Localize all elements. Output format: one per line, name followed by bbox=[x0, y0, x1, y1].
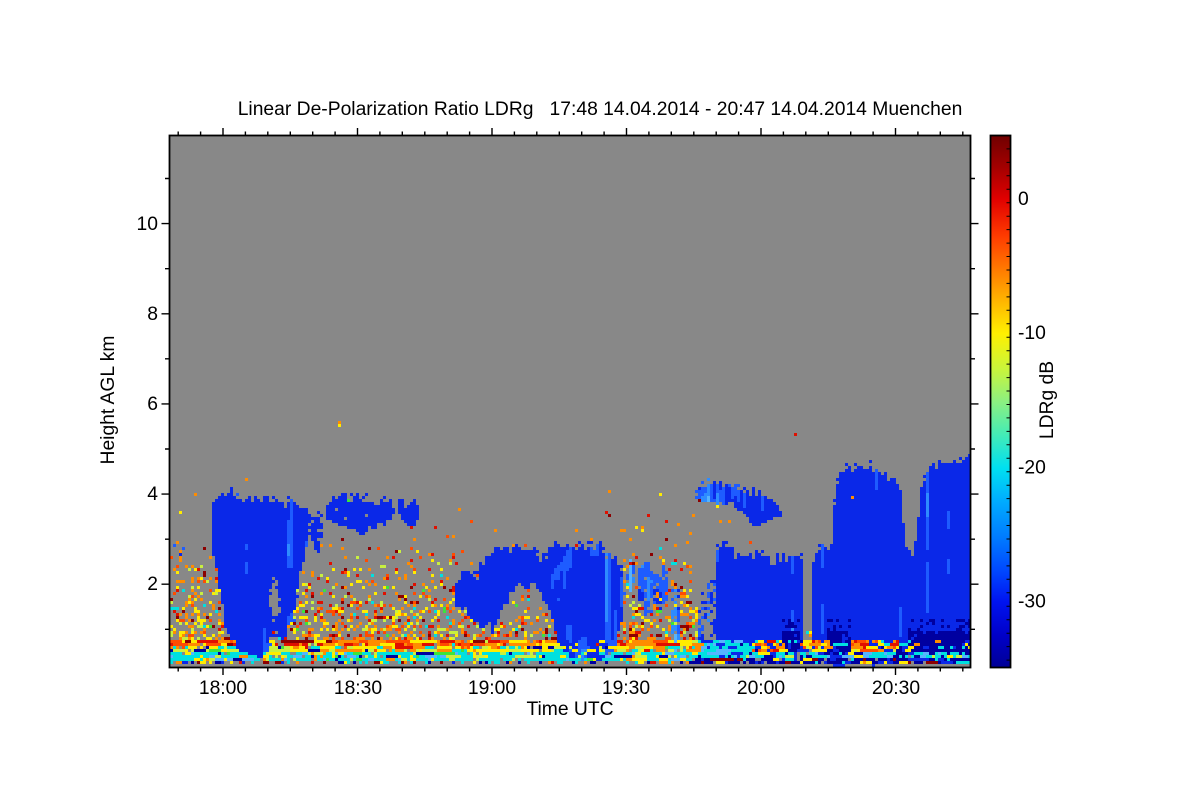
svg-text:-30: -30 bbox=[1018, 592, 1046, 613]
svg-text:20:30: 20:30 bbox=[872, 678, 920, 699]
svg-text:18:30: 18:30 bbox=[334, 678, 382, 699]
svg-text:-10: -10 bbox=[1018, 323, 1046, 344]
svg-text:Linear De-Polarization Ratio L: Linear De-Polarization Ratio LDRg 17:48 … bbox=[238, 99, 963, 120]
svg-text:Height AGL km: Height AGL km bbox=[98, 336, 119, 465]
svg-text:-20: -20 bbox=[1018, 457, 1046, 478]
svg-text:19:00: 19:00 bbox=[468, 678, 516, 699]
svg-text:18:00: 18:00 bbox=[199, 678, 247, 699]
svg-text:0: 0 bbox=[1018, 189, 1029, 210]
svg-text:6: 6 bbox=[147, 394, 158, 415]
svg-text:20:00: 20:00 bbox=[737, 678, 785, 699]
svg-text:Time UTC: Time UTC bbox=[526, 699, 613, 720]
svg-text:10: 10 bbox=[137, 214, 158, 235]
svg-text:4: 4 bbox=[147, 484, 158, 505]
svg-text:19:30: 19:30 bbox=[602, 678, 650, 699]
svg-text:LDRg dB: LDRg dB bbox=[1037, 361, 1058, 439]
svg-text:2: 2 bbox=[147, 574, 158, 595]
svg-text:8: 8 bbox=[147, 304, 158, 325]
